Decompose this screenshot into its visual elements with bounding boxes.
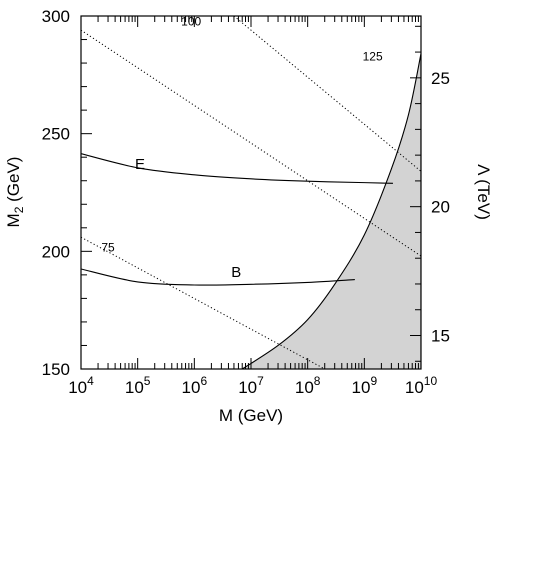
y-axis-title-main: M	[4, 213, 23, 227]
plot-frame	[80, 15, 422, 370]
x-tick-label: 106	[182, 374, 208, 397]
series-line-B	[81, 268, 355, 286]
x-tick-label: 104	[68, 374, 94, 397]
y2-tick-label: 20	[431, 198, 450, 217]
y-axis-title-unit: (GeV)	[4, 157, 23, 207]
x-tick-label: 105	[125, 374, 151, 397]
tick-marks-layer	[80, 15, 422, 370]
curve-label-125: 125	[363, 50, 383, 64]
excluded-region-layer	[241, 53, 421, 369]
x-tick-label: 107	[238, 374, 264, 397]
y-axis-title-subscript: 2	[12, 206, 26, 213]
excluded-region	[241, 53, 421, 369]
y-tick-label: 200	[42, 242, 70, 261]
y2-axis-title: Λ (TeV)	[474, 164, 493, 220]
contour-line-100	[81, 29, 421, 257]
series-line-E	[81, 153, 393, 184]
contour-lines-layer	[81, 16, 421, 369]
x-axis-title: M (GeV)	[219, 406, 283, 425]
curve-label-100: 100	[181, 14, 201, 28]
tick-labels-layer: 104 105 106 107 108 109 1010 150 200 250 300 15 20 25	[42, 7, 450, 397]
y-axis-title: M2 (GeV)	[4, 157, 26, 228]
contour-line-75	[81, 236, 325, 369]
curve-label-75: 75	[101, 240, 115, 254]
y-tick-label: 300	[42, 7, 70, 26]
series-lines-layer	[81, 153, 393, 286]
y-tick-label: 150	[42, 360, 70, 379]
x-tick-label: 109	[352, 374, 378, 397]
curve-labels-layer: E B 75 100 125	[101, 14, 383, 281]
curve-label-B: B	[231, 264, 241, 281]
y2-tick-label: 15	[431, 327, 450, 346]
x-tick-label: 1010	[405, 374, 438, 397]
y2-tick-label: 25	[431, 69, 450, 88]
curve-label-E: E	[135, 156, 145, 173]
y-tick-label: 250	[42, 125, 70, 144]
x-tick-label: 108	[295, 374, 321, 397]
contour-line-125	[233, 16, 421, 172]
